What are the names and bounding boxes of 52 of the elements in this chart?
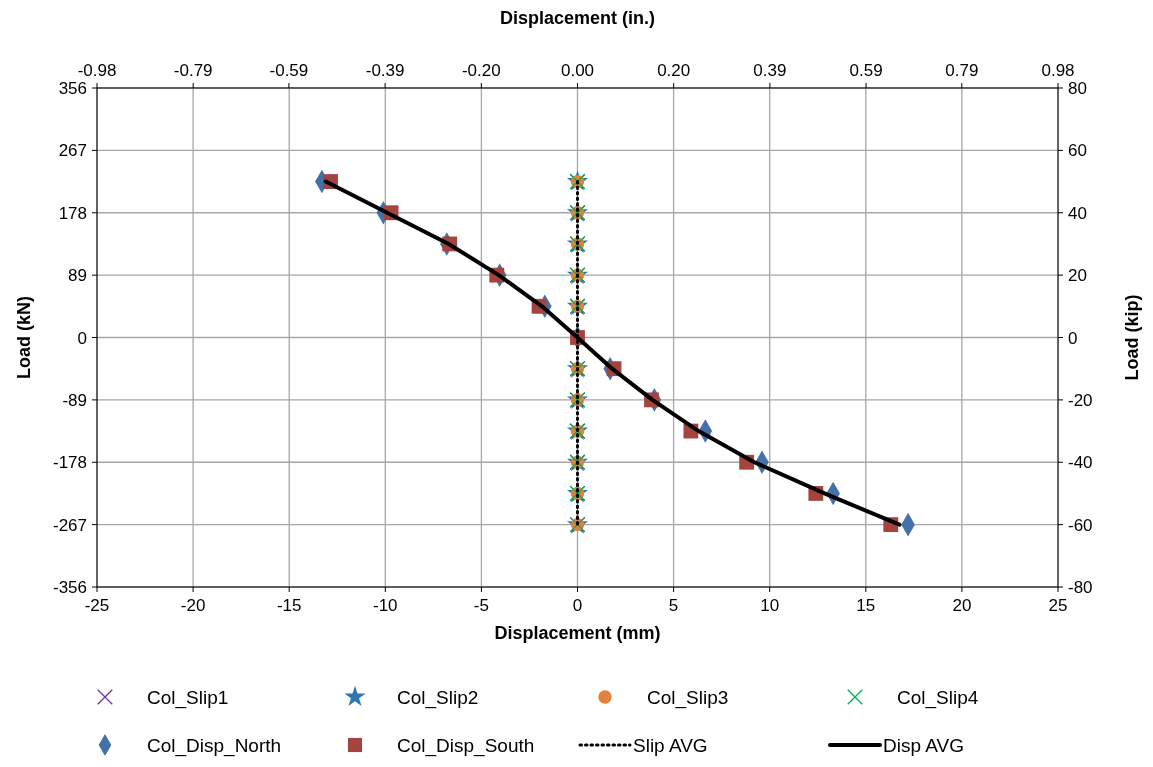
legend-label: Slip AVG	[633, 735, 708, 756]
y2-tick-label: 80	[1068, 79, 1087, 98]
x-tick-label: -5	[473, 596, 489, 615]
y2-tick-label: -80	[1068, 578, 1093, 597]
x2-tick-label: -0.39	[365, 61, 405, 80]
x-tick-label: -10	[373, 596, 398, 615]
y2-tick-label: 60	[1068, 141, 1087, 161]
y2-axis-title: Load (kip)	[1122, 294, 1142, 381]
x2-tick-label: 0.00	[560, 61, 595, 80]
legend-label: Disp AVG	[883, 735, 964, 756]
y-tick-label: 89	[68, 266, 87, 286]
legend-label: Col_Disp_North	[147, 735, 282, 757]
x-tick-label: 25	[1048, 596, 1068, 615]
legend-label: Col_Slip1	[147, 687, 229, 709]
x-tick-label: 20	[952, 596, 972, 615]
x-tick-label: -25	[84, 596, 110, 615]
y-tick-label: 178	[58, 203, 87, 223]
x2-axis-title: Displacement (in.)	[499, 8, 656, 28]
x2-tick-label: -0.20	[461, 61, 501, 80]
x2-tick-label: -0.59	[269, 61, 309, 80]
y-tick-label: -89	[62, 390, 87, 410]
y-tick-label: -178	[52, 453, 87, 473]
x2-tick-label: 0.20	[657, 61, 691, 80]
x2-tick-label: -0.79	[173, 61, 213, 80]
y2-tick-label: 40	[1068, 203, 1087, 223]
y2-tick-label: 0	[1068, 328, 1078, 348]
y2-tick-label: 20	[1068, 266, 1087, 286]
x2-tick-label: 0.98	[1041, 61, 1075, 80]
legend-label: Col_Slip2	[397, 687, 479, 709]
legend-label: Col_Disp_South	[397, 735, 535, 757]
x-tick-label: 0	[572, 596, 583, 615]
y2-tick-label: -40	[1068, 453, 1093, 473]
y2-tick-label: -20	[1068, 390, 1093, 410]
x2-tick-label: 0.79	[945, 61, 979, 80]
x-tick-label: 5	[668, 596, 679, 615]
x-tick-label: 15	[856, 596, 876, 615]
x2-tick-label: 0.59	[849, 61, 883, 80]
y-axis-title: Load (kN)	[14, 296, 34, 379]
y-tick-label: 356	[58, 79, 87, 98]
legend-label: Col_Slip3	[647, 687, 729, 709]
x-axis-title: Displacement (mm)	[494, 623, 661, 643]
y-tick-label: 0	[77, 328, 87, 348]
x-tick-label: -15	[276, 596, 302, 615]
x-tick-label: 10	[760, 596, 780, 615]
y2-tick-label: -60	[1068, 515, 1093, 535]
y-tick-label: -267	[52, 515, 87, 535]
y-tick-label: 267	[58, 141, 87, 161]
y-tick-label: -356	[52, 578, 87, 597]
x2-tick-label: 0.39	[753, 61, 787, 80]
x-tick-label: -20	[180, 596, 206, 615]
legend-label: Col_Slip4	[897, 687, 979, 709]
x2-tick-label: -0.98	[77, 61, 117, 80]
